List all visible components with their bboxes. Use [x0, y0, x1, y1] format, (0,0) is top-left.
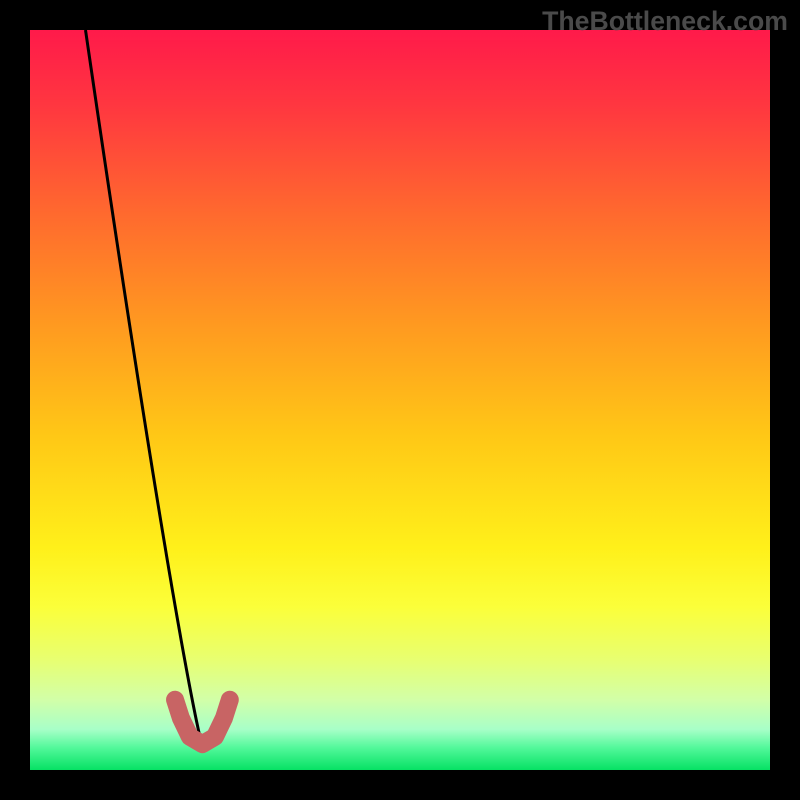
chart-container: TheBottleneck.com [0, 0, 800, 800]
chart-svg [0, 0, 800, 800]
watermark-text: TheBottleneck.com [542, 6, 788, 37]
